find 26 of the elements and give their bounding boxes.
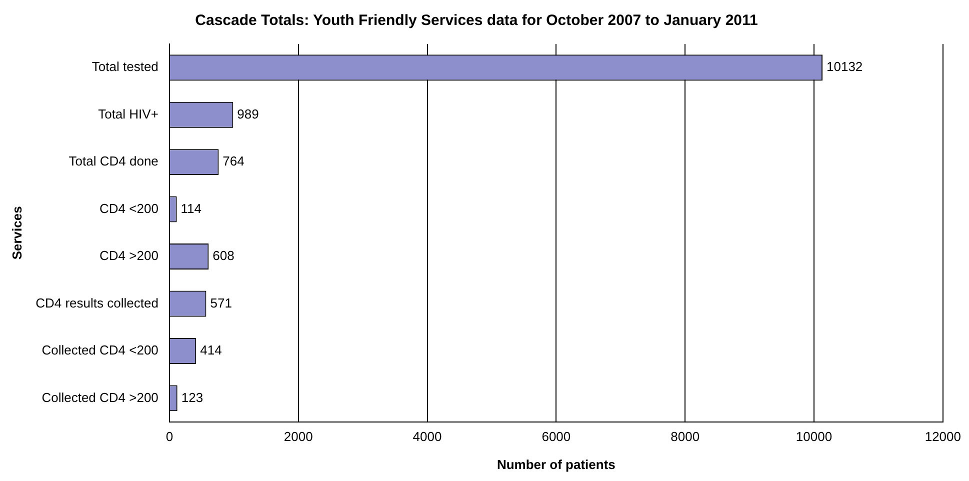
data-label: 123 <box>181 390 204 405</box>
x-tick-label: 12000 <box>924 429 962 444</box>
x-tick-label: 4000 <box>412 429 442 444</box>
data-label: 608 <box>212 248 234 264</box>
y-tick-label: CD4 >200 <box>100 248 158 264</box>
data-label: 764 <box>222 154 244 169</box>
y-tick-label: Collected CD4 >200 <box>42 390 158 405</box>
y-tick-label: Total HIV+ <box>98 106 158 122</box>
x-tick-label: 10000 <box>796 429 832 444</box>
y-tick-label: CD4 results collected <box>36 295 158 310</box>
y-tick-label: Total tested <box>92 59 158 74</box>
data-label: 414 <box>200 342 222 358</box>
x-tick-label: 2000 <box>284 429 313 444</box>
y-tick-label: Collected CD4 <200 <box>42 342 158 358</box>
y-tick-label: CD4 <200 <box>100 200 158 216</box>
data-label: 114 <box>180 200 202 216</box>
chart-title: Cascade Totals: Youth Friendly Services data for October 2007 to January 2011 <box>195 12 758 30</box>
y-tick-label: Total CD4 done <box>68 154 158 169</box>
y-axis-title: Services <box>9 206 24 260</box>
data-label: 989 <box>237 106 259 122</box>
data-label: 571 <box>210 295 232 310</box>
x-tick-label: 0 <box>166 429 174 444</box>
x-tick-label: 6000 <box>542 429 571 444</box>
data-label: 10132 <box>826 59 863 74</box>
x-axis-title: Number of patients <box>496 456 616 472</box>
x-tick-label: 8000 <box>670 429 700 444</box>
